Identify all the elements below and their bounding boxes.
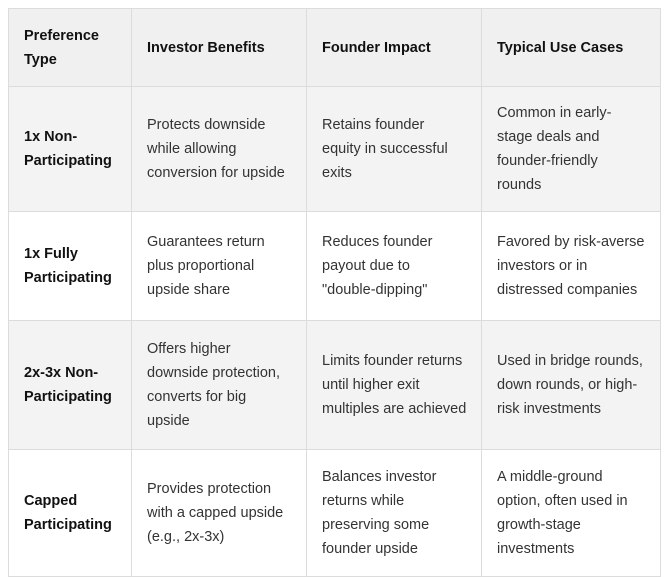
cell-preference-type: 1x Fully Participating xyxy=(8,211,132,321)
table-header-row: Preference Type Investor Benefits Founde… xyxy=(8,8,661,87)
cell-investor-benefits: Provides protection with a capped upside… xyxy=(131,449,307,577)
table-row: 2x-3x Non-Participating Offers higher do… xyxy=(8,320,661,450)
cell-preference-type: 1x Non-Participating xyxy=(8,86,132,212)
cell-typical-use-cases: A middle-ground option, often used in gr… xyxy=(481,449,661,577)
cell-founder-impact: Balances investor returns while preservi… xyxy=(306,449,482,577)
table-row: Capped Participating Provides protection… xyxy=(8,449,661,577)
table-row: 1x Fully Participating Guarantees return… xyxy=(8,211,661,321)
column-header-typical-use-cases: Typical Use Cases xyxy=(481,8,661,87)
column-header-preference-type: Preference Type xyxy=(8,8,132,87)
cell-founder-impact: Limits founder returns until higher exit… xyxy=(306,320,482,450)
page: Preference Type Investor Benefits Founde… xyxy=(8,8,661,577)
cell-investor-benefits: Offers higher downside protection, conve… xyxy=(131,320,307,450)
cell-typical-use-cases: Favored by risk-averse investors or in d… xyxy=(481,211,661,321)
preference-types-table: Preference Type Investor Benefits Founde… xyxy=(8,8,661,577)
cell-typical-use-cases: Used in bridge rounds, down rounds, or h… xyxy=(481,320,661,450)
cell-preference-type: Capped Participating xyxy=(8,449,132,577)
cell-preference-type: 2x-3x Non-Participating xyxy=(8,320,132,450)
table-row: 1x Non-Participating Protects downside w… xyxy=(8,86,661,212)
cell-investor-benefits: Guarantees return plus proportional upsi… xyxy=(131,211,307,321)
cell-founder-impact: Reduces founder payout due to "double-di… xyxy=(306,211,482,321)
cell-investor-benefits: Protects downside while allowing convers… xyxy=(131,86,307,212)
column-header-investor-benefits: Investor Benefits xyxy=(131,8,307,87)
column-header-founder-impact: Founder Impact xyxy=(306,8,482,87)
cell-typical-use-cases: Common in early-stage deals and founder-… xyxy=(481,86,661,212)
cell-founder-impact: Retains founder equity in successful exi… xyxy=(306,86,482,212)
